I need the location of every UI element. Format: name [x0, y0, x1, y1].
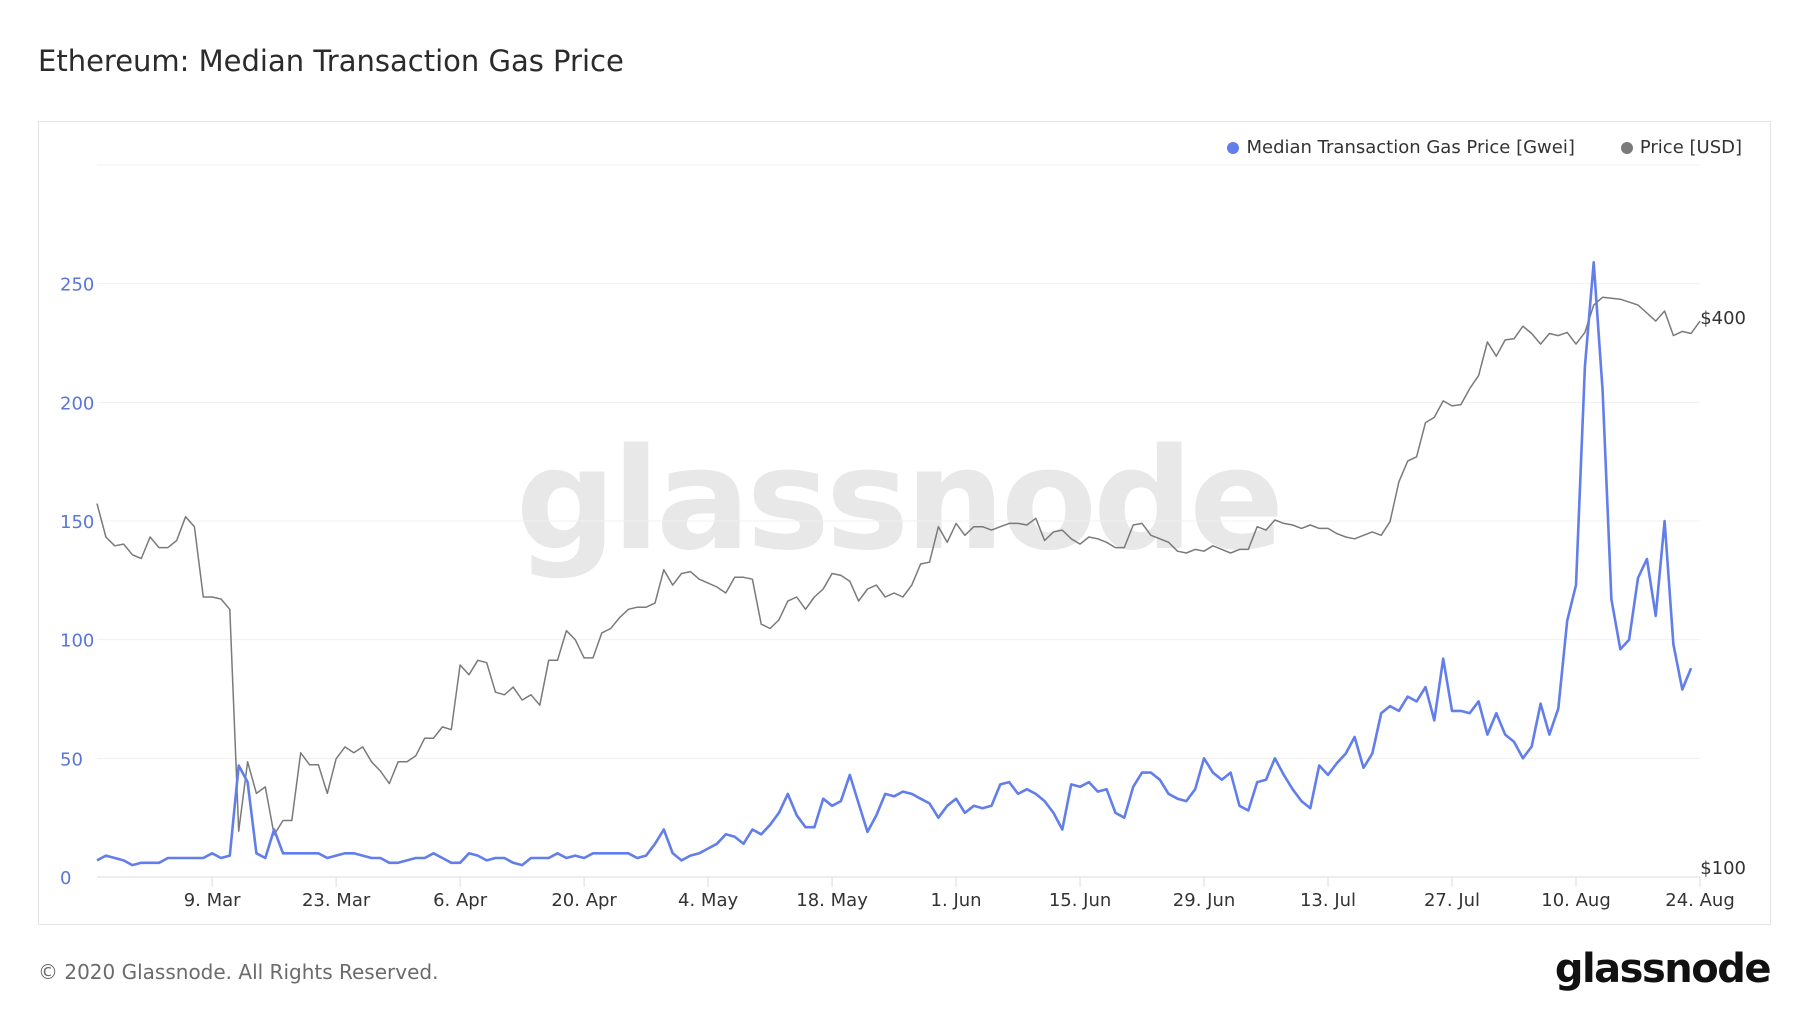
legend-item-gas[interactable]: Median Transaction Gas Price [Gwei]	[1227, 137, 1575, 158]
watermark: glassnode	[516, 419, 1280, 582]
legend-item-price[interactable]: Price [USD]	[1620, 137, 1742, 158]
y-left-tick-label: 200	[60, 393, 94, 414]
y-left-tick-label: 150	[60, 512, 94, 533]
series-group	[96, 261, 1701, 867]
x-tick-label: 6. Apr	[433, 890, 488, 911]
x-tick-label: 27. Jul	[1424, 890, 1480, 911]
x-tick-label: 10. Aug	[1541, 890, 1611, 911]
price-usd-line	[96, 296, 1701, 836]
y-left-tick-label: 50	[60, 749, 83, 770]
legend-label-price: Price [USD]	[1639, 137, 1742, 158]
copyright: © 2020 Glassnode. All Rights Reserved.	[38, 960, 439, 984]
y-left-tick-label: 250	[60, 275, 94, 296]
x-tick-label: 4. May	[678, 890, 738, 911]
x-tick-label: 20. Apr	[551, 890, 617, 911]
gridlines	[97, 164, 1700, 878]
x-tick-label: 23. Mar	[302, 890, 371, 911]
x-tick-label: 18. May	[796, 890, 868, 911]
chart-frame	[38, 121, 1771, 925]
gas-dot-icon	[1227, 141, 1240, 154]
x-tick-label: 13. Jul	[1300, 890, 1356, 911]
x-tick-label: 9. Mar	[184, 890, 241, 911]
y-axis-right: $100 $400	[1700, 308, 1746, 879]
legend-label-gas: Median Transaction Gas Price [Gwei]	[1246, 137, 1575, 158]
x-tick-label: 1. Jun	[931, 890, 982, 911]
price-dot-icon	[1620, 141, 1633, 154]
glassnode-logo[interactable]: glassnode	[1554, 946, 1772, 992]
x-axis: 9. Mar 23. Mar 6. Apr 20. Apr 4. May 18. May 1…	[184, 877, 1735, 911]
x-tick-label: 24. Aug	[1665, 890, 1735, 911]
chart-title: Ethereum: Median Transaction Gas Price	[38, 44, 624, 78]
legend: Median Transaction Gas Price [Gwei] Pric…	[1227, 137, 1742, 158]
x-tick-label: 29. Jun	[1173, 890, 1235, 911]
y-left-tick-label: 0	[60, 868, 71, 889]
y-right-tick-label: $400	[1700, 308, 1746, 329]
y-axis-left: 0 50 100 150 200 250	[60, 275, 94, 889]
x-tick-label: 15. Jun	[1049, 890, 1111, 911]
y-left-tick-label: 100	[60, 631, 94, 652]
gas-price-line	[96, 261, 1693, 867]
y-right-tick-label: $100	[1700, 858, 1746, 879]
